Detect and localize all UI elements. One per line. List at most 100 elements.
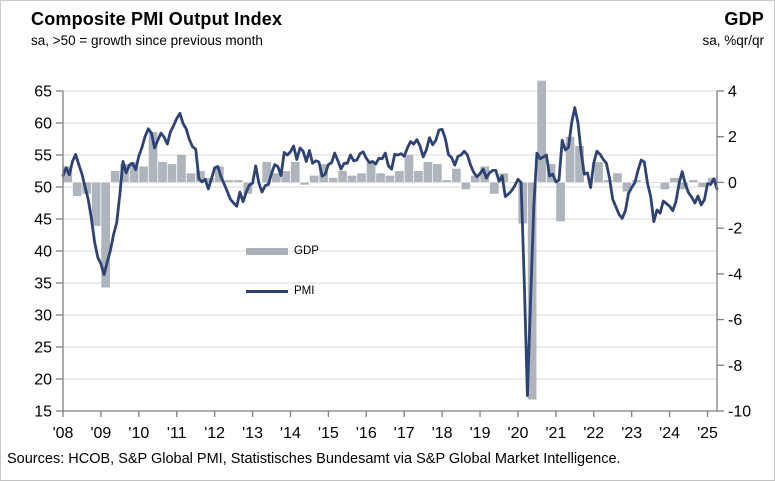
gdp-bar: [565, 136, 575, 183]
gdp-bar: [613, 173, 622, 183]
x-axis-label: '09: [90, 425, 111, 442]
gdp-bar: [129, 161, 139, 183]
legend-item-pmi: PMI: [246, 285, 314, 297]
legend-item-gdp: GDP: [246, 245, 319, 257]
gdp-bar: [271, 173, 281, 183]
gdp-bar: [300, 182, 309, 185]
x-axis-label: '14: [280, 425, 301, 442]
left-axis-label: 25: [34, 340, 52, 357]
gdp-bar: [622, 182, 632, 192]
left-axis-label: 50: [34, 180, 52, 197]
left-axis-label: 65: [34, 84, 52, 101]
gdp-bar: [366, 161, 376, 183]
source-note: Sources: HCOB, S&P Global PMI, Statistis…: [7, 451, 621, 467]
right-axis-label: -6: [728, 312, 742, 329]
x-axis-label: '12: [204, 425, 225, 442]
gdp-bar: [91, 182, 101, 226]
gdp-bar: [319, 164, 328, 183]
x-axis-label: '22: [583, 425, 604, 442]
gdp-bar: [148, 132, 158, 183]
right-axis-label: -10: [728, 404, 751, 421]
left-axis-label: 60: [34, 116, 52, 133]
gdp-bar: [537, 80, 546, 183]
gdp-bar: [442, 180, 452, 183]
gdp-bar: [594, 161, 603, 183]
gdp-bar: [252, 182, 262, 183]
left-axis-label: 55: [34, 148, 52, 165]
header-right: GDP sa, %qr/qr: [702, 9, 764, 48]
left-axis-label: 20: [34, 372, 52, 389]
x-axis-label: '16: [356, 425, 377, 442]
gdp-bar: [546, 164, 556, 183]
right-axis-subtitle: sa, %qr/qr: [702, 33, 764, 48]
gdp-bar: [167, 164, 177, 183]
gdp-bar: [338, 171, 347, 183]
left-axis-label: 35: [34, 276, 52, 293]
x-axis-label: '10: [128, 425, 149, 442]
x-axis-label: '20: [508, 425, 529, 442]
gdp-bar: [177, 155, 186, 183]
gdp-bar: [385, 175, 395, 183]
gdp-bar: [423, 161, 433, 183]
gdp-bar: [670, 177, 679, 183]
x-axis-label: '25: [697, 425, 718, 442]
gdp-bar: [347, 175, 357, 183]
x-axis-label: '23: [621, 425, 642, 442]
gdp-bar: [556, 182, 565, 222]
x-axis-label: '15: [318, 425, 339, 442]
gdp-bar: [452, 168, 461, 183]
right-axis-label: -8: [728, 358, 742, 375]
x-axis-label: '24: [659, 425, 680, 442]
page-subtitle: sa, >50 = growth since previous month: [31, 33, 263, 48]
gdp-bar: [404, 155, 414, 183]
gdp-bar: [489, 182, 499, 194]
gdp-bar: [688, 180, 698, 183]
gdp-bar: [186, 173, 196, 183]
legend-gdp-label: GDP: [294, 245, 319, 257]
gdp-bar: [290, 161, 300, 183]
left-axis-label: 40: [34, 244, 52, 261]
gdp-bar: [376, 173, 385, 183]
gdp-bar: [120, 164, 129, 183]
x-axis-label: '21: [545, 425, 566, 442]
right-axis-label: -2: [728, 221, 742, 238]
pmi-line-swatch-icon: [246, 289, 288, 293]
gdp-bar: [139, 166, 148, 183]
pmi-line: [61, 106, 719, 398]
gdp-bar: [281, 171, 291, 183]
gdp-bar: [357, 173, 366, 183]
x-axis-label: '19: [470, 425, 491, 442]
right-axis-label: 4: [728, 84, 737, 101]
gdp-bar: [234, 180, 243, 183]
right-axis-label: 2: [728, 129, 737, 146]
right-axis-title: GDP: [724, 9, 764, 29]
gdp-bar: [575, 145, 584, 183]
legend-pmi-label: PMI: [294, 285, 315, 297]
left-axis-label: 45: [34, 212, 52, 229]
x-axis-label: '11: [167, 425, 187, 442]
page-title: Composite PMI Output Index: [31, 9, 283, 29]
gdp-bar: [328, 177, 338, 183]
header-left: Composite PMI Output Index sa, >50 = gro…: [31, 9, 282, 48]
gdp-bar: [110, 171, 120, 183]
left-axis-label: 15: [34, 404, 52, 421]
right-axis-label: 0: [728, 175, 737, 192]
gdp-bar: [395, 171, 404, 183]
x-axis-label: '08: [53, 425, 74, 442]
gdp-bar: [158, 161, 167, 183]
gdp-bar: [433, 164, 442, 183]
gdp-bar: [309, 175, 319, 183]
gdp-bar: [679, 182, 689, 190]
gdp-bar: [101, 182, 110, 288]
gdp-bar: [508, 182, 518, 183]
gdp-bar: [651, 182, 660, 183]
gdp-bar: [72, 182, 82, 197]
left-axis-label: 30: [34, 308, 52, 325]
gdp-bar: [414, 171, 423, 183]
x-axis-label: '13: [242, 425, 263, 442]
gdp-bar: [262, 161, 272, 183]
gdp-bar-swatch-icon: [246, 247, 288, 255]
x-axis-label: '17: [394, 425, 415, 442]
